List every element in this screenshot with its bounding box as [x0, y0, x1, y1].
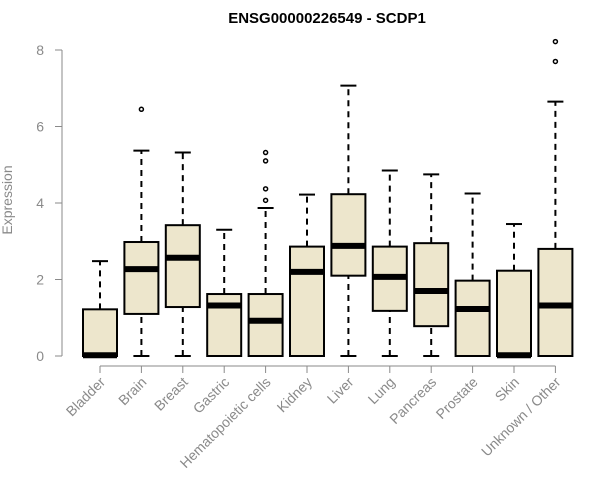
box-8 [413, 173, 450, 357]
box-rect-1 [123, 241, 160, 315]
x-tick-label-9: Prostate [433, 374, 481, 422]
x-tick-label-10: Skin [492, 374, 523, 405]
box-rect-6 [330, 193, 367, 277]
box-2 [164, 151, 201, 357]
y-axis: 0 2 4 6 8 [36, 42, 63, 364]
y-tick-label-0: 0 [36, 348, 44, 364]
box-10 [496, 223, 532, 359]
y-axis-label: Expression [0, 165, 15, 234]
x-tick-label-2: Breast [151, 374, 191, 414]
x-tick-label-11: Unknown / Other [478, 374, 564, 460]
y-tick-label-3: 6 [36, 119, 44, 135]
box-5 [289, 193, 325, 357]
box-0 [82, 260, 118, 359]
box-rect-5 [289, 245, 325, 357]
outlier-1-0 [138, 106, 145, 113]
box-rect-11 [537, 247, 574, 357]
y-tick-label-1: 2 [36, 272, 44, 288]
box-3 [206, 228, 243, 358]
box-6 [330, 84, 367, 357]
box-1 [123, 106, 160, 357]
x-tick-label-0: Bladder [63, 374, 109, 420]
outlier-4-1 [262, 186, 269, 192]
box-rect-0 [82, 308, 118, 357]
boxes-group [82, 38, 574, 359]
box-4 [247, 149, 284, 358]
box-rect-10 [496, 269, 532, 358]
box-rect-8 [413, 242, 450, 328]
outlier-4-3 [262, 149, 269, 156]
box-rect-2 [164, 224, 201, 309]
outlier-4-2 [262, 158, 269, 164]
box-rect-4 [247, 293, 284, 358]
x-tick-label-1: Brain [115, 374, 149, 408]
box-rect-9 [454, 279, 491, 357]
box-9 [454, 192, 491, 357]
outlier-11-0 [552, 58, 559, 65]
outlier-11-1 [552, 38, 559, 45]
chart-title: ENSG00000226549 - SCDP1 [228, 10, 426, 27]
box-7 [371, 169, 408, 357]
x-tick-label-6: Liver [324, 374, 357, 407]
box-11 [537, 38, 574, 357]
y-tick-label-4: 8 [36, 42, 44, 58]
x-tick-label-7: Lung [365, 374, 398, 407]
x-tick-label-5: Kidney [274, 374, 316, 416]
y-tick-label-2: 4 [36, 195, 44, 211]
outlier-4-0 [262, 197, 269, 204]
